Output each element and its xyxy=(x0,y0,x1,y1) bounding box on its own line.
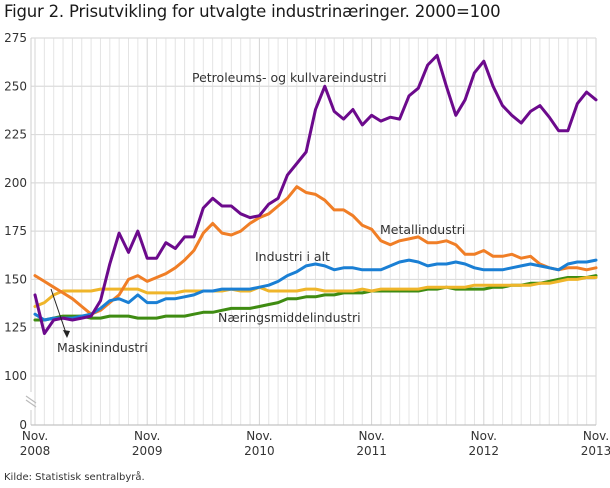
x-tick-label: Nov. xyxy=(471,429,497,443)
y-tick-label: 125 xyxy=(4,321,27,335)
series-line-industri-i-alt xyxy=(33,258,598,322)
series-lines xyxy=(33,53,598,335)
x-tick-label: 2012 xyxy=(469,444,500,458)
series-line-metallindustri xyxy=(33,185,598,316)
label-maskinindustri: Maskinindustri xyxy=(57,340,148,355)
y-tick-label: 275 xyxy=(4,31,27,45)
chart-title: Figur 2. Prisutvikling for utvalgte indu… xyxy=(4,2,501,21)
y-tick-label: 250 xyxy=(4,79,27,93)
x-tick-label: Nov. xyxy=(22,429,48,443)
label-petroleum: Petroleums- og kullvareindustri xyxy=(192,70,387,85)
x-tick-label: 2013 xyxy=(581,444,610,458)
x-tick-label: Nov. xyxy=(134,429,160,443)
x-tick-label: 2010 xyxy=(244,444,275,458)
series-line-maskinindustri xyxy=(33,276,598,308)
annotation-arrow-head xyxy=(63,330,70,338)
y-tick-label: 0 xyxy=(19,418,27,432)
axis-break-mark xyxy=(25,395,37,404)
x-tick-label: 2009 xyxy=(132,444,163,458)
x-tick-label: Nov. xyxy=(583,429,609,443)
label-industri-i-alt: Industri i alt xyxy=(255,249,330,264)
series-line-petroleums-og-kullvareindustri xyxy=(33,53,598,335)
x-tick-label: Nov. xyxy=(246,429,272,443)
source-note: Kilde: Statistisk sentralbyrå. xyxy=(4,472,145,483)
label-metallindustri: Metallindustri xyxy=(380,222,465,237)
x-tick-label: Nov. xyxy=(358,429,384,443)
axis-break-mark xyxy=(25,399,37,408)
y-tick-label: 175 xyxy=(4,224,27,238)
series-line-næringsmiddelindustri xyxy=(33,274,598,322)
y-tick-label: 200 xyxy=(4,176,27,190)
y-tick-label: 225 xyxy=(4,128,27,142)
label-naeringsmiddelindustri: Næringsmiddelindustri xyxy=(218,310,361,325)
y-tick-label: 100 xyxy=(4,369,27,383)
x-tick-label: 2008 xyxy=(20,444,51,458)
x-tick-label: 2011 xyxy=(356,444,387,458)
grid xyxy=(31,37,597,426)
annotation-arrow-line xyxy=(50,288,68,337)
series-labels: Petroleums- og kullvareindustri Metallind… xyxy=(50,70,465,355)
y-tick-label: 150 xyxy=(4,272,27,286)
axes: 0100125150175200225250275Nov.2008Nov.200… xyxy=(4,31,610,458)
